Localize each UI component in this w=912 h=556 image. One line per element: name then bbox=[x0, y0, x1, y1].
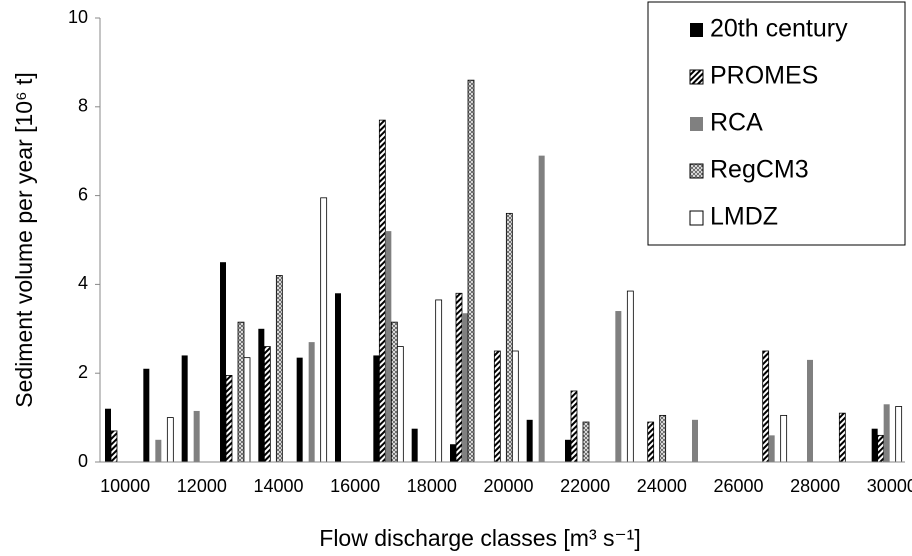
bar bbox=[166, 417, 174, 463]
bar bbox=[390, 321, 398, 463]
bar bbox=[462, 313, 468, 462]
legend-swatch bbox=[690, 23, 703, 37]
bar bbox=[877, 434, 885, 463]
bar bbox=[378, 119, 386, 463]
bar bbox=[895, 406, 903, 463]
legend-label: LMDZ bbox=[710, 203, 778, 231]
bar bbox=[143, 368, 150, 462]
bar bbox=[450, 444, 456, 462]
x-tick-label: 12000 bbox=[177, 476, 227, 496]
y-tick-label: 0 bbox=[78, 451, 88, 471]
bar bbox=[565, 439, 571, 462]
x-tick-label: 28000 bbox=[790, 476, 840, 496]
x-tick-label: 26000 bbox=[713, 476, 763, 496]
y-tick-label: 8 bbox=[78, 96, 88, 116]
bar bbox=[838, 412, 846, 463]
bar bbox=[626, 290, 634, 463]
bar bbox=[263, 346, 271, 463]
bar bbox=[258, 328, 265, 462]
bar bbox=[220, 262, 226, 462]
bar bbox=[373, 355, 380, 462]
bar bbox=[320, 197, 328, 463]
bar bbox=[505, 212, 513, 463]
x-tick-label: 30000 bbox=[867, 476, 912, 496]
bar bbox=[455, 292, 463, 463]
bar bbox=[659, 414, 667, 463]
y-tick-label: 10 bbox=[68, 7, 88, 27]
bar bbox=[296, 357, 303, 462]
bar bbox=[411, 428, 418, 462]
bar bbox=[275, 275, 283, 463]
bar bbox=[308, 342, 315, 462]
legend-swatch bbox=[690, 117, 703, 131]
bar bbox=[511, 350, 519, 463]
bar bbox=[807, 359, 813, 462]
bar bbox=[155, 439, 162, 462]
bar bbox=[493, 350, 501, 463]
bar bbox=[396, 346, 404, 463]
x-tick-label: 22000 bbox=[560, 476, 610, 496]
bar bbox=[110, 430, 118, 463]
bar bbox=[181, 355, 188, 462]
bar bbox=[538, 155, 545, 462]
bar bbox=[780, 414, 788, 463]
legend-swatch bbox=[689, 69, 704, 85]
bar bbox=[467, 79, 475, 463]
legend-label: 20th century bbox=[710, 15, 848, 43]
x-tick-label: 24000 bbox=[637, 476, 687, 496]
legend-swatch bbox=[689, 163, 704, 179]
bar bbox=[883, 404, 890, 462]
bar bbox=[692, 419, 698, 462]
x-tick-label: 20000 bbox=[483, 476, 533, 496]
bar bbox=[570, 390, 578, 463]
bar bbox=[237, 321, 245, 463]
x-tick-label: 18000 bbox=[407, 476, 457, 496]
bar bbox=[615, 311, 622, 462]
legend-swatch bbox=[689, 210, 704, 226]
bar bbox=[335, 293, 341, 462]
legend-label: RCA bbox=[710, 109, 763, 137]
bar bbox=[243, 357, 251, 463]
bar bbox=[526, 419, 533, 462]
bar bbox=[762, 350, 770, 463]
x-axis-title: Flow discharge classes [m³ s⁻¹] bbox=[319, 525, 640, 551]
bar bbox=[647, 421, 655, 463]
legend-label: RegCM3 bbox=[710, 156, 809, 184]
y-tick-label: 2 bbox=[78, 362, 88, 382]
y-tick-label: 6 bbox=[78, 184, 88, 204]
x-tick-label: 14000 bbox=[253, 476, 303, 496]
bar bbox=[871, 428, 878, 462]
x-tick-label: 10000 bbox=[100, 476, 150, 496]
bar bbox=[225, 375, 233, 463]
bar bbox=[105, 408, 111, 462]
y-tick-label: 4 bbox=[78, 273, 88, 293]
bar bbox=[435, 299, 443, 463]
bar bbox=[582, 421, 590, 463]
x-tick-label: 16000 bbox=[330, 476, 380, 496]
bar bbox=[768, 435, 775, 462]
bar bbox=[385, 231, 392, 462]
bar bbox=[193, 410, 200, 462]
legend-label: PROMES bbox=[710, 62, 818, 90]
y-axis-title: Sediment volume per year [10⁶ t] bbox=[11, 72, 37, 407]
